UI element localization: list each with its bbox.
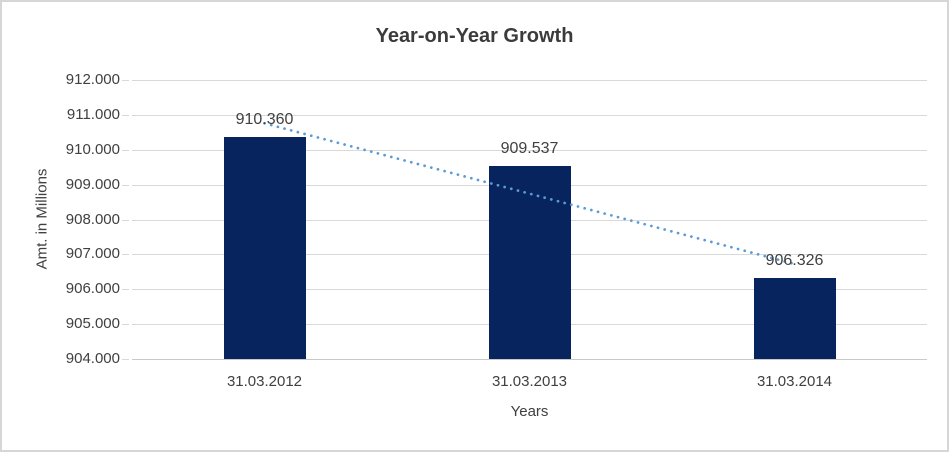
y-tick-label: 905.000: [65, 315, 120, 333]
gridline: [132, 80, 927, 81]
bar-31.03.2012: [223, 137, 306, 359]
y-axis-tick: [122, 254, 129, 256]
gridline: [132, 359, 927, 360]
x-axis-title: Years: [510, 403, 549, 420]
y-tick-label: 910.000: [65, 140, 120, 158]
chart-title: Year-on-Year Growth: [375, 25, 574, 47]
y-tick-label: 907.000: [65, 245, 120, 263]
y-axis-tick: [122, 219, 129, 221]
gridline: [132, 114, 927, 116]
y-tick-label: 909.000: [65, 175, 120, 193]
y-axis-tick: [122, 149, 129, 151]
y-axis-tick: [122, 359, 129, 360]
y-tick-label: 908.000: [65, 210, 120, 228]
y-tick-label: 911.000: [66, 105, 120, 123]
y-tick-label: 912.000: [65, 71, 120, 88]
y-axis-tick: [122, 324, 129, 326]
data-label: 909.537: [500, 139, 559, 157]
y-tick-label: 906.000: [65, 280, 120, 298]
y-axis-tick: [122, 114, 129, 116]
data-label: 910.360: [235, 111, 294, 129]
data-label: 906.326: [765, 251, 824, 269]
y-tick-label: 904.000: [65, 350, 120, 367]
x-category-label: 31.03.2012: [226, 373, 303, 390]
y-axis-tick: [122, 80, 129, 81]
bar-31.03.2013: [488, 165, 571, 359]
y-axis-tick: [122, 289, 129, 291]
y-axis-tick: [122, 184, 129, 186]
x-category-label: 31.03.2014: [756, 373, 833, 390]
bar-31.03.2014: [753, 277, 836, 359]
x-category-label: 31.03.2013: [491, 373, 568, 390]
